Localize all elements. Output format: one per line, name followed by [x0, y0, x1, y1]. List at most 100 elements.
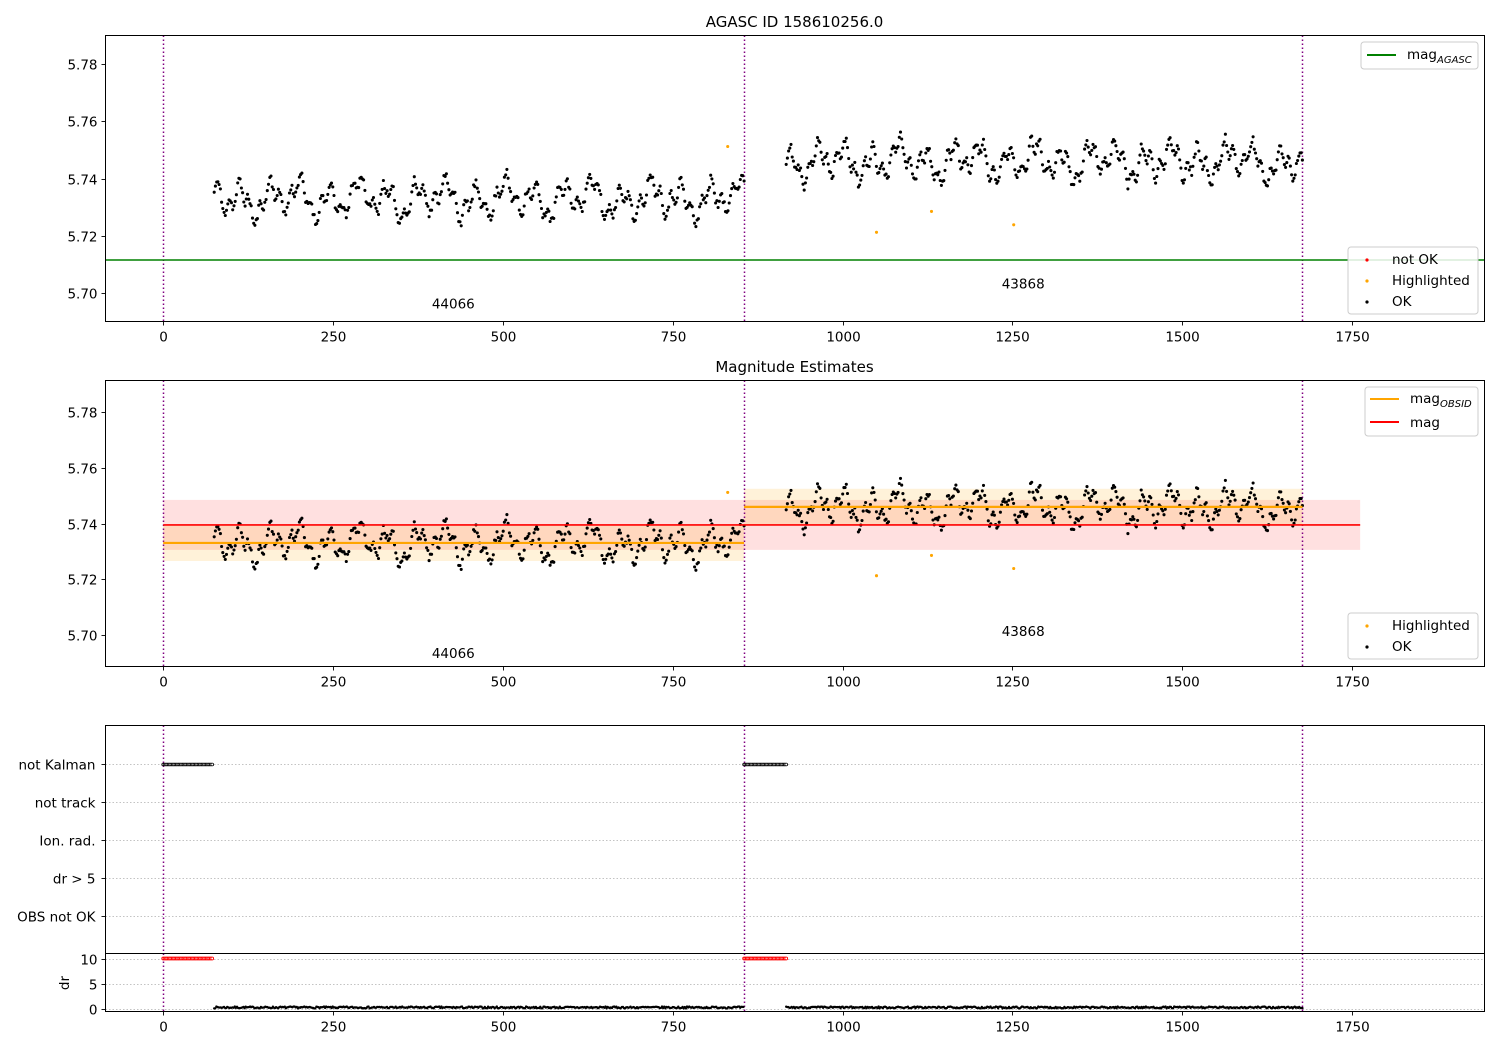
top-ok-point — [873, 152, 877, 156]
top-ok-point — [1190, 173, 1194, 177]
top-ok-point — [425, 201, 429, 206]
middle-ok-point — [1155, 519, 1159, 524]
middle-ok-point — [811, 509, 815, 513]
top-ok-point — [662, 212, 666, 216]
middle-ok-point — [489, 562, 493, 566]
top-ok-point — [459, 224, 463, 228]
top-ok-point — [234, 193, 238, 197]
middle-ok-point — [1276, 496, 1280, 500]
middle-ok-point — [597, 533, 602, 537]
top-ok-point — [1001, 154, 1005, 158]
middle-ok-point — [591, 529, 595, 533]
middle-ok-point — [910, 517, 915, 521]
top-ok-point — [583, 200, 587, 204]
top-ok-point — [255, 217, 259, 221]
middle-ok-point — [1294, 507, 1298, 511]
middle-ok-point — [473, 529, 477, 533]
top-ok-point — [1113, 139, 1117, 143]
middle-ok-point — [953, 487, 957, 491]
top-plot-area: 44066 43868 — [105, 35, 1485, 322]
top-ok-point — [397, 221, 402, 225]
top-ok-point — [1285, 161, 1289, 165]
top-ok-point — [791, 159, 795, 163]
top-ok-point — [229, 201, 234, 205]
middle-ok-point — [295, 531, 299, 535]
top-ok-point — [1027, 144, 1031, 148]
top-legend-upper-box — [1360, 41, 1479, 70]
highlighted-legend-marker — [1365, 624, 1369, 628]
top-ok-point — [1073, 176, 1077, 180]
dr-point — [604, 1005, 607, 1008]
middle-ok-point — [294, 535, 298, 539]
middle-ok-point — [1284, 511, 1288, 515]
top-ok-point — [580, 209, 584, 214]
middle-ok-point — [1154, 526, 1158, 530]
middle-ok-point — [1253, 497, 1258, 501]
top-ok-point — [443, 174, 447, 178]
top-ok-point — [1250, 140, 1254, 144]
top-ok-point — [1290, 173, 1294, 177]
middle-ok-point — [1097, 511, 1101, 516]
middle-ok-point — [898, 476, 903, 480]
middle-ok-point — [1201, 513, 1205, 517]
middle-ok-point — [1265, 529, 1270, 533]
middle-ok-point — [217, 527, 221, 531]
middle-ok-point — [1085, 485, 1089, 489]
top-ok-point — [1191, 164, 1195, 168]
middle-ok-point — [951, 494, 955, 498]
top-ok-point — [722, 200, 726, 204]
top-ok-point — [638, 193, 642, 197]
top-ok-point — [1149, 150, 1153, 154]
middle-ok-point — [1018, 514, 1022, 518]
middle-ok-point — [659, 536, 663, 540]
not-kalman-flag-point — [784, 762, 788, 767]
middle-legend-lower: Highlighted OK — [1347, 612, 1479, 660]
top-ok-point — [1237, 174, 1241, 178]
middle-ok-point — [789, 488, 793, 492]
top-ok-point — [1126, 187, 1130, 191]
top-ok-point — [1287, 156, 1291, 160]
top-ok-point — [601, 214, 605, 218]
middle-ok-point — [255, 560, 259, 564]
middle-ok-point — [379, 537, 383, 541]
top-ok-point — [1201, 167, 1205, 171]
middle-ok-point — [1226, 496, 1230, 500]
middle-ok-point — [484, 546, 488, 550]
middle-ok-point — [1156, 512, 1160, 516]
top-ok-point — [1122, 157, 1126, 161]
top-ok-point — [289, 188, 293, 192]
middle-ok-point — [681, 532, 686, 536]
top-ok-point — [741, 174, 745, 178]
top-ok-point — [1227, 157, 1231, 161]
middle-ok-point — [720, 536, 724, 540]
middle-ok-point — [1174, 496, 1178, 500]
top-ok-point — [1207, 173, 1211, 178]
top-ok-point — [553, 200, 557, 204]
top-ok-point — [1084, 143, 1088, 147]
top-ok-point — [832, 159, 836, 164]
top-ok-point — [212, 190, 216, 194]
middle-ok-point — [731, 526, 735, 530]
top-ok-point — [423, 193, 427, 197]
top-ok-point — [642, 204, 646, 208]
middle-ok-point — [257, 547, 261, 551]
middle-ok-point — [1072, 527, 1076, 532]
top-ok-point — [1072, 183, 1076, 187]
middle-ok-point — [717, 544, 721, 548]
top-ok-point — [446, 181, 450, 185]
top-ok-point — [870, 145, 874, 149]
top-ok-point — [1279, 144, 1283, 148]
top-ok-point — [1226, 150, 1230, 154]
top-ok-point — [830, 176, 834, 181]
middle-ok-point — [453, 535, 457, 539]
top-ok-point — [884, 172, 888, 176]
middle-ok-point — [1269, 511, 1273, 515]
top-ok-point — [680, 183, 684, 187]
top-ok-point — [879, 164, 883, 168]
top-ok-point — [575, 195, 579, 199]
top-ok-point — [908, 156, 912, 160]
top-ok-point — [290, 183, 294, 187]
top-ok-point — [663, 217, 667, 221]
top-ok-point — [1050, 173, 1054, 177]
middle-ok-point — [852, 512, 856, 516]
